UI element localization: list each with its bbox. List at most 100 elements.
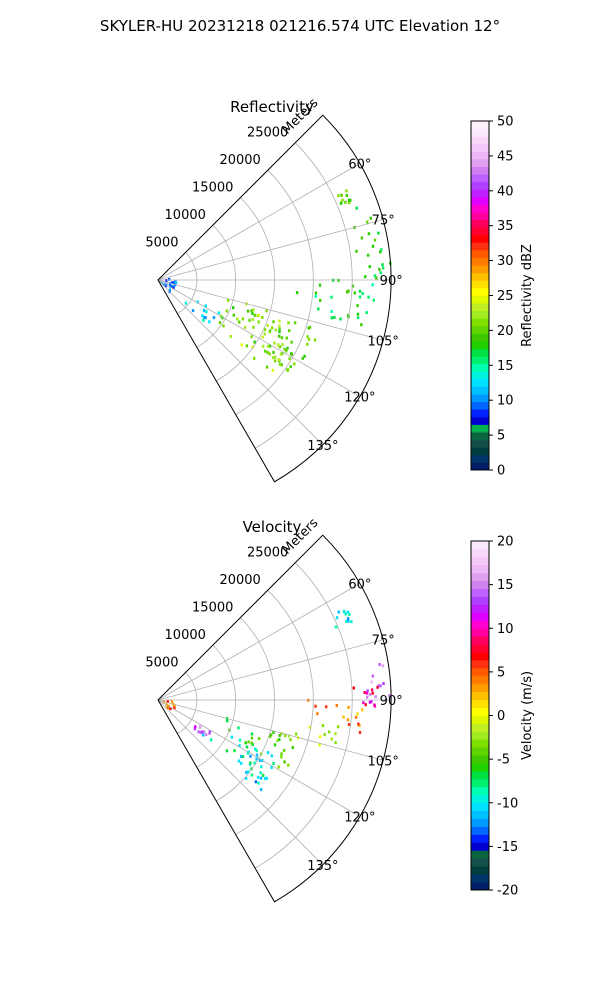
colorbar-segment [471,723,489,732]
azimuth-tick-label: 105° [368,334,399,349]
echo-gate [373,238,377,242]
echo-gate [347,705,350,709]
range-tick-label: 25000 [247,546,288,561]
echo-gate [293,362,296,366]
echo-region [307,698,364,734]
echo-gate [325,705,328,709]
colorbar-tick-label: 0 [497,464,505,479]
echo-gate [365,311,368,315]
echo-gate [278,362,282,366]
colorbar-segment [471,378,489,387]
echo-gate [202,733,205,737]
reflectivity-title: Reflectivity [230,98,314,116]
echo-gate [350,620,353,624]
azimuth-tick-label: 60° [348,157,371,172]
echo-gate [380,248,383,252]
echo-gate [199,724,202,728]
echo-gate [277,765,280,769]
colorbar-segment [471,416,489,425]
echo-gate [232,306,235,310]
colorbar-tick-label: 40 [497,184,514,199]
azimuth-line [157,219,384,281]
colorbar-segment [471,158,489,167]
colorbar-segment [471,731,489,740]
echo-gate [250,732,254,736]
azimuth-tick-label: 120° [344,391,375,406]
echo-gate [163,282,166,286]
colorbar-segment [471,739,489,748]
echo-gate [280,755,283,759]
colorbar-label: Reflectivity dBZ [520,244,535,347]
colorbar-segment [471,548,489,558]
echo-gate [290,352,293,356]
echo-gate [172,286,175,290]
echo-gate [335,704,338,707]
colorbar-segment [471,189,489,198]
echo-gate [263,777,267,781]
colorbar-segment [471,249,489,258]
echo-gate [265,365,269,369]
colorbar-segment [471,432,489,441]
reflectivity-colorbar: 0 5 10 15 20 25 30 35 40 45 50 Reflectivity dBZ [470,115,535,479]
sector-frame [157,534,392,903]
echo-gate [283,760,286,764]
echo-gate [230,735,234,739]
echo-gate [194,725,197,729]
colorbar-segment [471,636,489,645]
range-ring [216,617,275,802]
echo-gate [203,315,206,319]
colorbar-segment [471,691,489,701]
range-tick-label: 20000 [219,573,260,588]
colorbar-segment [471,272,489,281]
colorbar-segment [471,409,489,418]
echo-gate [232,313,235,317]
echo-gate [272,730,275,734]
echo-gate [303,354,306,358]
echo-gate [171,281,174,285]
echo-gate [327,730,331,734]
echo-gate [257,737,261,741]
echo-gate [382,682,385,685]
echo-gate [263,332,266,336]
echo-gate [307,337,311,341]
echo-gate [334,741,337,745]
echo-gate [334,625,338,629]
echo-gate [341,198,344,202]
colorbar-segment [471,620,489,629]
colorbar-tick-label: 10 [497,622,514,637]
colorbar-segment [471,401,489,410]
colorbar-segment [471,325,489,334]
echo-gate [238,738,242,742]
echo-gate [279,352,283,356]
colorbar-tick-label: 15 [497,359,514,374]
echo-gate [319,735,322,739]
echo-gate [257,313,260,317]
azimuth-tick-label: 60° [348,577,371,592]
echo-gate [245,745,249,749]
echo-gate [201,314,204,318]
echo-gate [330,737,333,741]
azimuth-line [157,279,384,341]
echo-gate [200,730,204,734]
echo-gate [379,250,382,254]
echo-gate [356,304,359,308]
echo-gate [388,694,391,698]
colorbar-tick-label: 25 [497,289,514,304]
echo-gate [377,231,380,235]
colorbar-segment [471,454,489,463]
echo-gate [314,704,317,708]
colorbar-segment [471,541,489,550]
echo-gate [174,281,178,284]
colorbar-segment [471,219,489,228]
echo-gate [241,317,245,321]
colorbar-segment [471,842,489,851]
echo-gate [289,365,292,369]
colorbar-tick-label: 20 [497,324,514,339]
echo-gate [379,684,382,688]
colorbar-segment [471,318,489,327]
echo-gate [344,200,347,204]
echo-gate [196,300,199,304]
echo-gate [204,316,207,320]
echo-gate [319,298,322,302]
echo-gate [268,344,272,348]
